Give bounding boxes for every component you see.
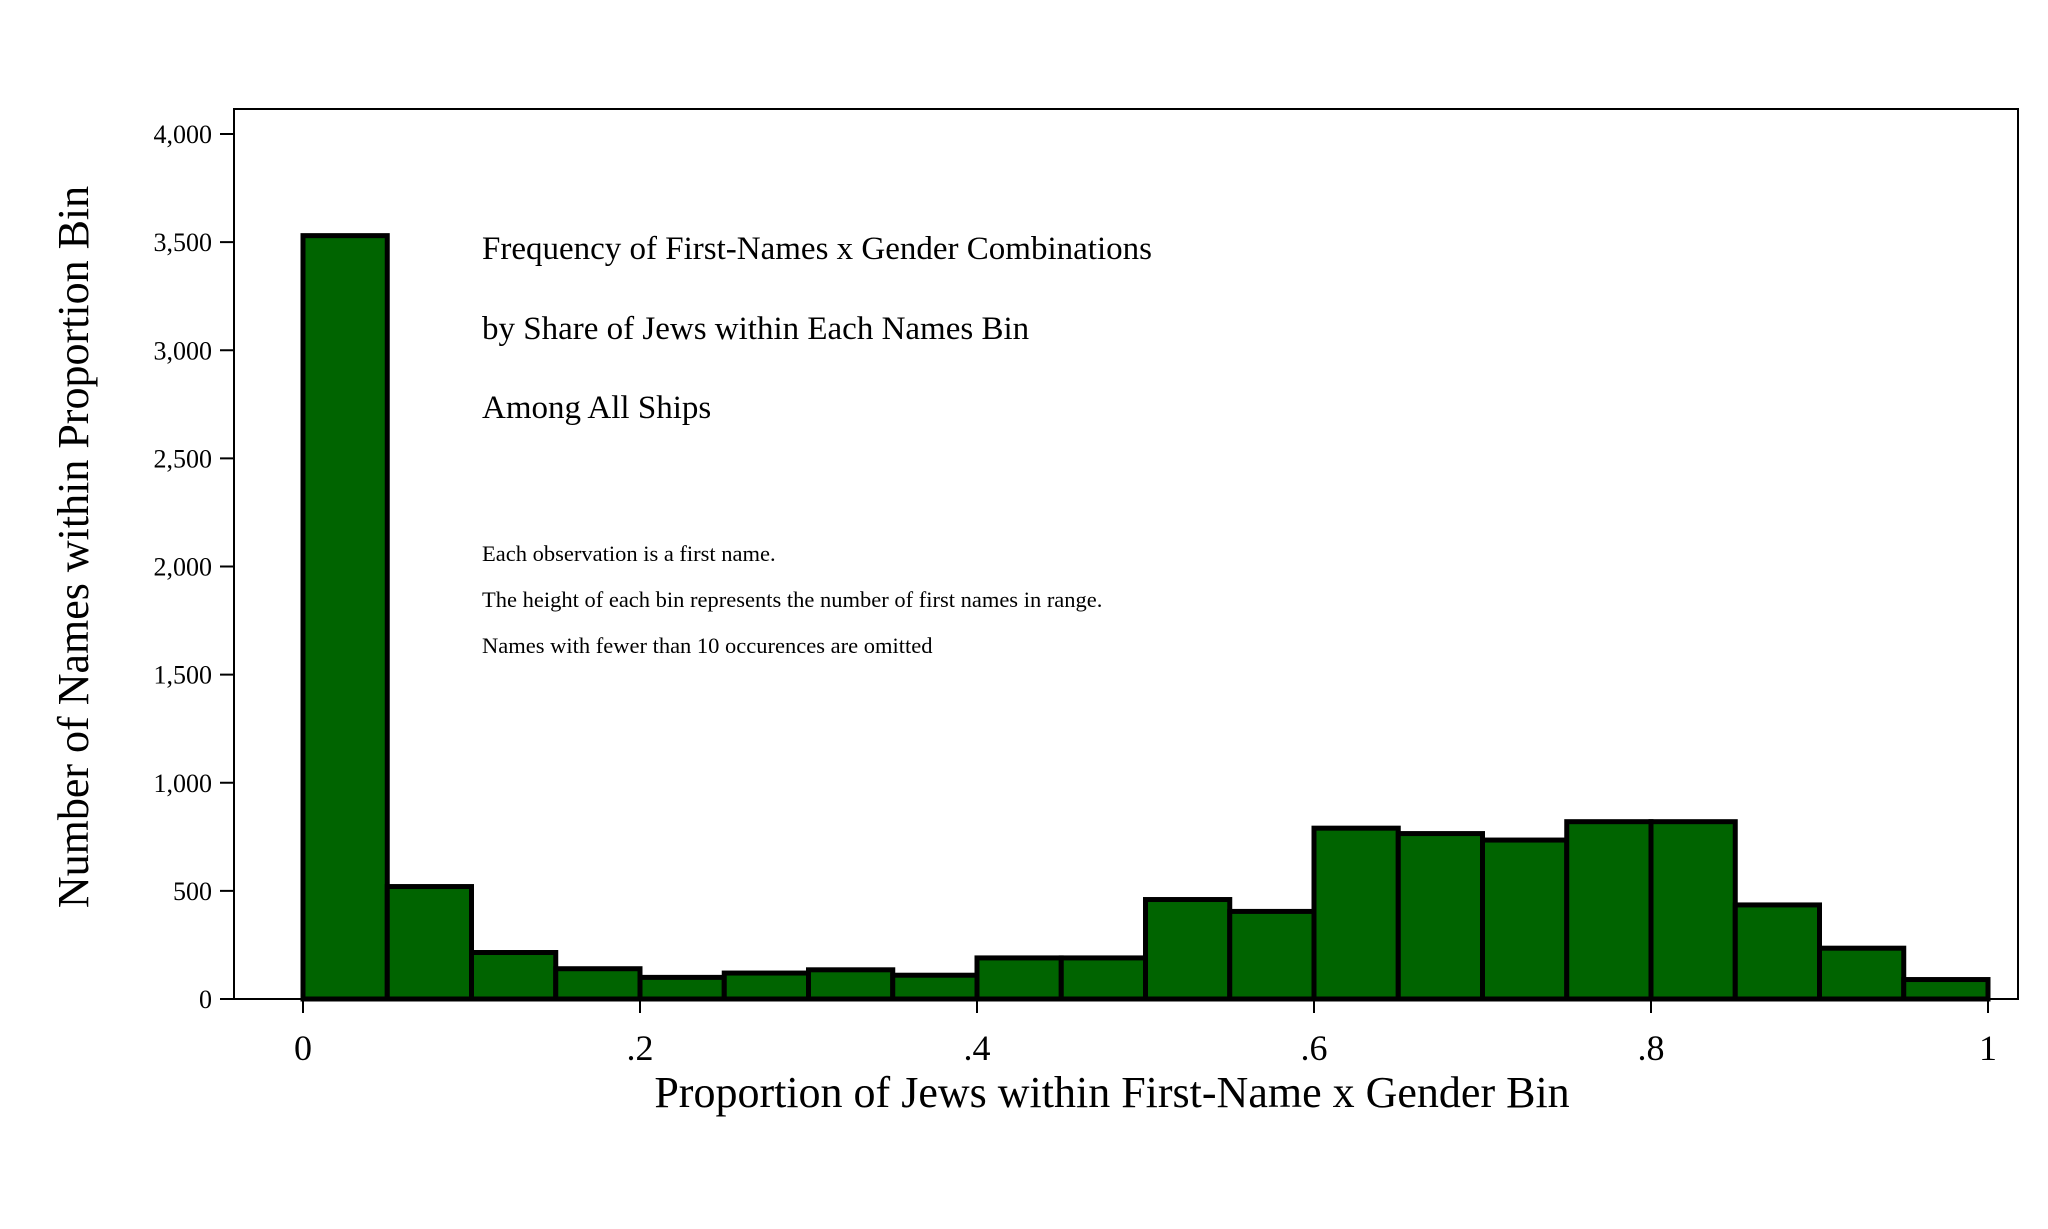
annotation-notes-block: Each observation is a first name. The he… (482, 541, 1102, 658)
histogram-bar (1480, 837, 1570, 1002)
histogram-bar (721, 970, 811, 1002)
y-tick-label: 1,000 (154, 769, 213, 798)
annotation-title-block: Frequency of First-Names x Gender Combin… (482, 231, 1152, 426)
y-tick-label: 3,500 (154, 228, 213, 257)
histogram-bar (384, 884, 474, 1002)
y-axis-title: Number of Names within Proportion Bin (49, 186, 98, 908)
histogram-bar (1648, 819, 1738, 1002)
x-tick-label: .6 (1301, 1028, 1328, 1068)
x-tick-label: 0 (294, 1028, 312, 1068)
histogram-bar (1227, 908, 1317, 1002)
y-tick-label: 500 (173, 877, 212, 906)
histogram-bar (890, 972, 980, 1002)
y-tick-label: 0 (199, 985, 212, 1014)
y-tick-label: 2,000 (154, 553, 213, 582)
annotation-title-line-1: Frequency of First-Names x Gender Combin… (482, 231, 1152, 267)
y-tick-label: 3,000 (154, 336, 213, 365)
x-axis-title: Proportion of Jews within First-Name x G… (654, 1068, 1569, 1117)
annotation-note-line-3: Names with fewer than 10 occurences are … (482, 633, 932, 658)
histogram-bar (637, 974, 727, 1002)
histogram-bar (1901, 977, 1991, 1002)
y-tick-label: 4,000 (154, 120, 213, 149)
histogram-bar (974, 955, 1064, 1002)
histogram-bar (1143, 897, 1233, 1002)
y-tick-label: 1,500 (154, 661, 213, 690)
y-axis: 0 500 1,000 1,500 2,000 2,500 3,000 3,500 4,000 (154, 120, 234, 1014)
annotation-title-line-2: by Share of Jews within Each Names Bin (482, 311, 1029, 347)
histogram-bar (1817, 945, 1907, 1002)
annotation-note-line-2: The height of each bin represents the nu… (482, 587, 1102, 612)
histogram-bar (1564, 819, 1654, 1002)
histogram-bar (300, 233, 390, 1002)
histogram-bar (1311, 825, 1401, 1002)
x-axis: 0 .2 .4 .6 .8 1 (294, 999, 1997, 1068)
histogram-bar (1732, 902, 1822, 1002)
y-tick-label: 2,500 (154, 444, 213, 473)
histogram-bar (469, 950, 559, 1002)
annotation-title-line-3: Among All Ships (482, 390, 711, 426)
histogram-bar (806, 967, 896, 1002)
x-tick-label: .4 (964, 1028, 991, 1068)
annotation-note-line-1: Each observation is a first name. (482, 541, 776, 566)
histogram-bar (1058, 955, 1148, 1002)
x-tick-label: .2 (627, 1028, 654, 1068)
x-tick-label: 1 (1979, 1028, 1997, 1068)
histogram-bar (553, 966, 643, 1002)
bars-group (300, 233, 1991, 1002)
histogram-bar (1395, 831, 1485, 1002)
x-tick-label: .8 (1638, 1028, 1665, 1068)
